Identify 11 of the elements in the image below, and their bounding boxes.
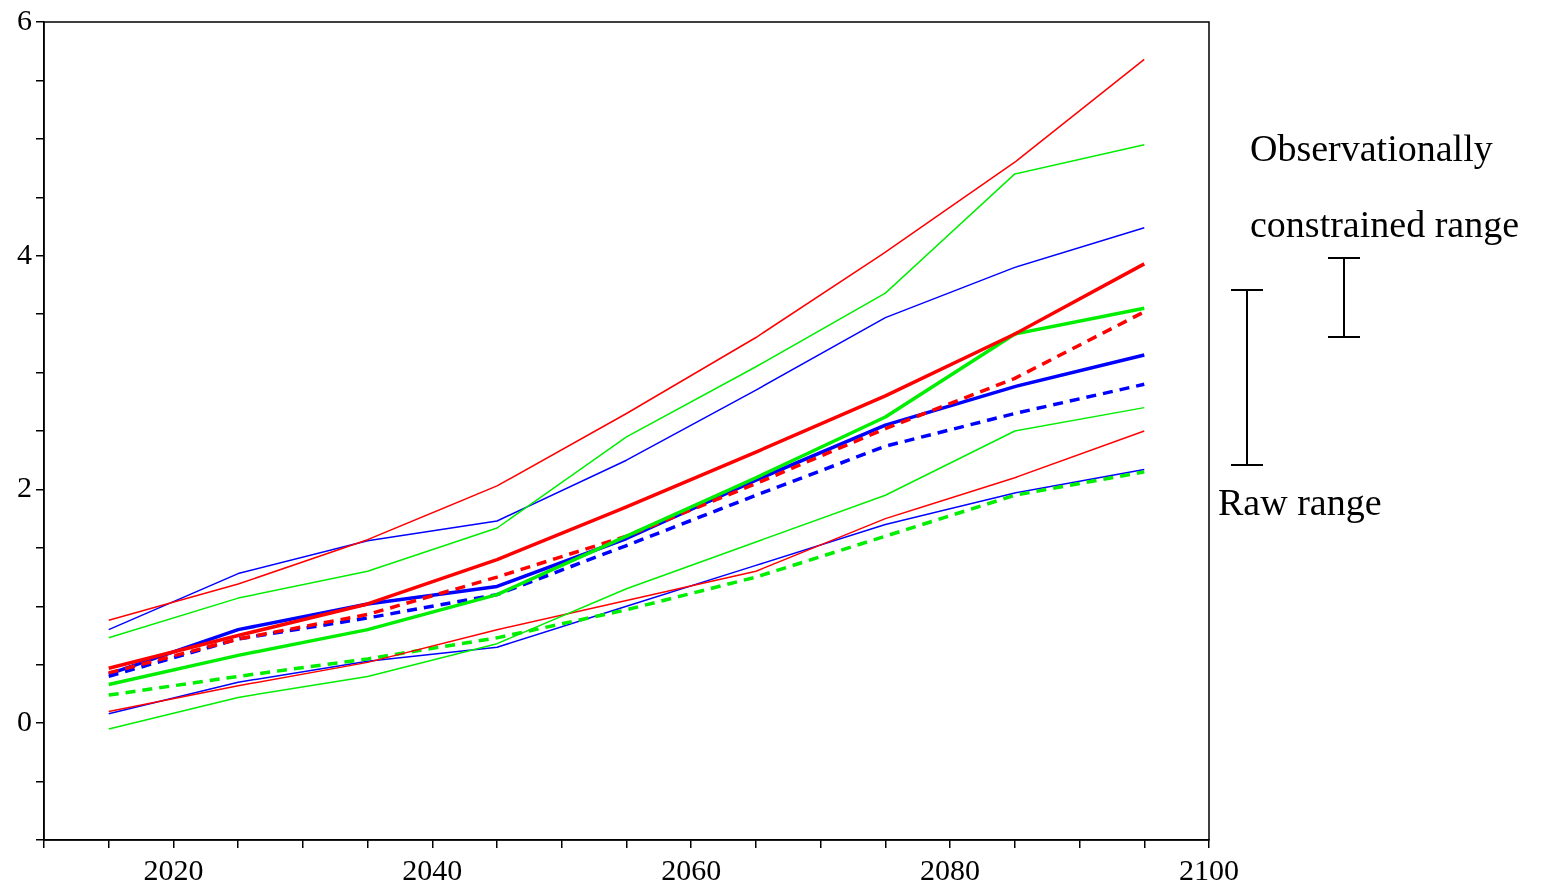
y-tick-label: 2 xyxy=(17,470,32,504)
y-tick-label: 4 xyxy=(17,236,32,270)
x-tick-label: 2040 xyxy=(402,852,463,885)
x-tick-label: 2060 xyxy=(661,852,722,885)
y-tick-label: 0 xyxy=(17,704,32,738)
x-tick-label: 2080 xyxy=(920,852,981,885)
text: Raw range xyxy=(1218,480,1382,525)
x-tick-label: 2100 xyxy=(1179,852,1239,885)
text: Observationally constrained range xyxy=(1250,126,1521,247)
x-tick-label: 2020 xyxy=(143,852,204,885)
y-tick-label: 6 xyxy=(17,2,32,36)
